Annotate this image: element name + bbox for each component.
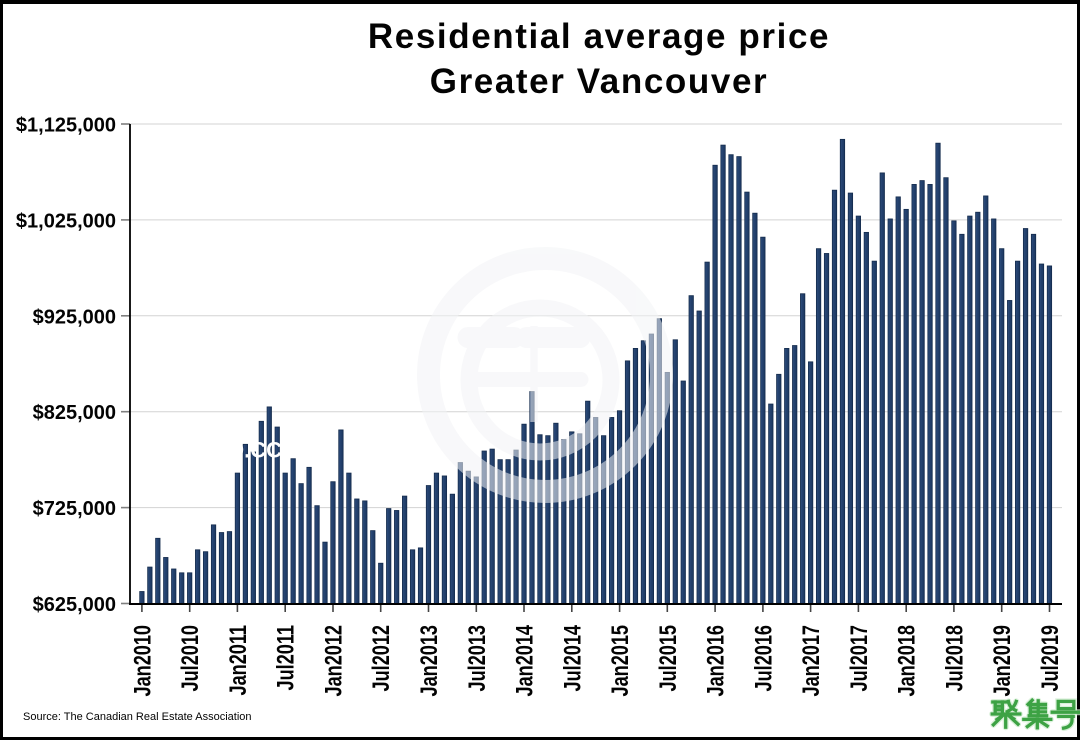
svg-text:Jul2016: Jul2016 [750,625,777,692]
svg-text:Jan2018: Jan2018 [893,625,920,697]
svg-text:Jul2014: Jul2014 [559,625,586,692]
svg-text:Jul2018: Jul2018 [941,625,968,692]
svg-text:Jul2010: Jul2010 [177,625,204,691]
svg-text:Jul2019: Jul2019 [1037,625,1064,692]
svg-text:$725,000: $725,000 [33,498,116,520]
svg-text:Jan2015: Jan2015 [607,625,634,697]
svg-text:Jul2011: Jul2011 [272,625,299,691]
svg-text:$1,125,000: $1,125,000 [16,115,116,137]
svg-text:Jul2013: Jul2013 [463,625,490,692]
svg-text:$825,000: $825,000 [33,402,116,424]
svg-text:Jul2015: Jul2015 [654,625,681,692]
svg-text:Jan2017: Jan2017 [798,625,825,696]
svg-text:$625,000: $625,000 [33,594,116,616]
svg-text:$925,000: $925,000 [33,306,116,328]
svg-text:WWW.JUJIHAO.CC: WWW.JUJIHAO.CC [82,438,283,463]
svg-text:Jan2016: Jan2016 [702,625,729,697]
svg-text:Jan2019: Jan2019 [989,625,1016,697]
svg-text:Jul2017: Jul2017 [845,625,872,691]
svg-text:Jan2012: Jan2012 [320,625,347,696]
svg-text:Jan2011: Jan2011 [224,625,251,696]
svg-text:Jan2013: Jan2013 [416,625,443,697]
svg-text:Jan2010: Jan2010 [129,625,156,696]
svg-text:Jul2012: Jul2012 [368,625,395,691]
svg-text:$1,025,000: $1,025,000 [16,210,116,232]
svg-text:Jan2014: Jan2014 [511,625,538,697]
